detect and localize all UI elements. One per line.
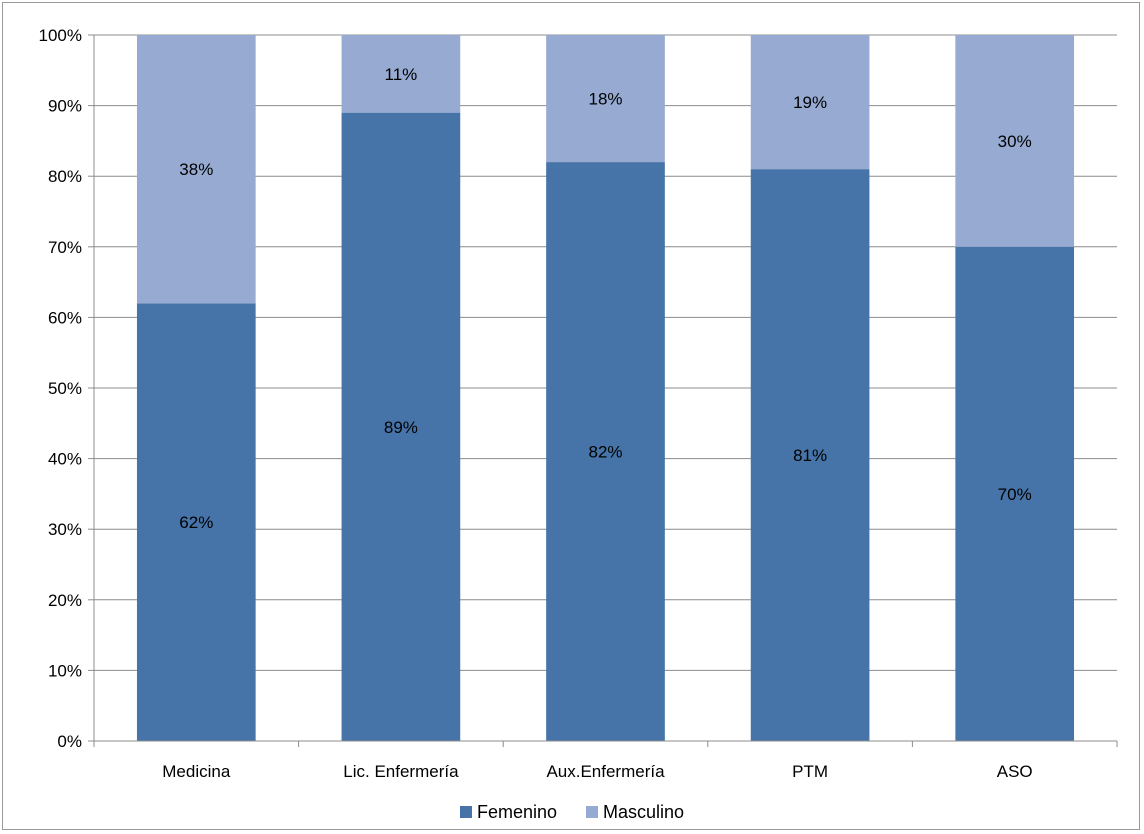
y-tick-label: 50% (48, 379, 82, 398)
y-axis-ticks: 0% 10% 20% 30% 40% 50% 60% 70% 80% 90% 100% (39, 26, 94, 751)
legend-swatch-femenino (460, 806, 472, 818)
data-label: 81% (793, 446, 827, 465)
bar-segment-masculino (546, 35, 665, 163)
x-axis-ticks: Medicina Lic. Enfermería Aux.Enfermería PTM… (93, 741, 1118, 781)
y-tick-label: 10% (48, 661, 82, 680)
y-tick-label: 100% (39, 26, 82, 45)
legend: Femenino Masculino (460, 802, 684, 822)
y-tick-label: 20% (48, 591, 82, 610)
x-tick-label: Aux.Enfermería (546, 762, 665, 781)
legend-swatch-masculino (586, 806, 598, 818)
y-tick-label: 80% (48, 167, 82, 186)
legend-label: Masculino (603, 802, 684, 822)
bar-segment-femenino (750, 169, 870, 741)
y-tick-label: 60% (48, 308, 82, 327)
data-label: 11% (385, 65, 418, 84)
bars: 62% 38% 89% 11% 82% 18% 81% 19% 70% 30% (136, 35, 1075, 742)
data-label: 62% (179, 513, 213, 532)
bar-segment-femenino (341, 112, 461, 741)
data-label: 82% (588, 443, 622, 462)
bar-segment-masculino (341, 35, 461, 113)
data-label: 89% (384, 418, 418, 437)
data-label: 38% (179, 160, 213, 179)
data-label: 70% (998, 485, 1032, 504)
data-label: 30% (998, 132, 1032, 151)
data-label: 18% (588, 90, 622, 109)
y-tick-label: 90% (48, 97, 82, 116)
y-tick-label: 40% (48, 450, 82, 469)
bar-segment-masculino (955, 35, 1075, 247)
legend-label: Femenino (477, 802, 557, 822)
y-tick-label: 70% (48, 238, 82, 257)
y-tick-label: 30% (48, 520, 82, 539)
x-tick-label: PTM (792, 762, 828, 781)
x-tick-label: Medicina (162, 762, 231, 781)
bar-segment-masculino (750, 35, 870, 170)
bar-segment-masculino (136, 35, 256, 304)
bar-segment-femenino (955, 246, 1075, 742)
x-tick-label: Lic. Enfermería (343, 762, 459, 781)
y-tick-label: 0% (57, 732, 82, 751)
bar-segment-femenino (546, 162, 665, 741)
bar-segment-femenino (136, 303, 256, 741)
x-tick-label: ASO (997, 762, 1033, 781)
data-label: 19% (793, 93, 827, 112)
